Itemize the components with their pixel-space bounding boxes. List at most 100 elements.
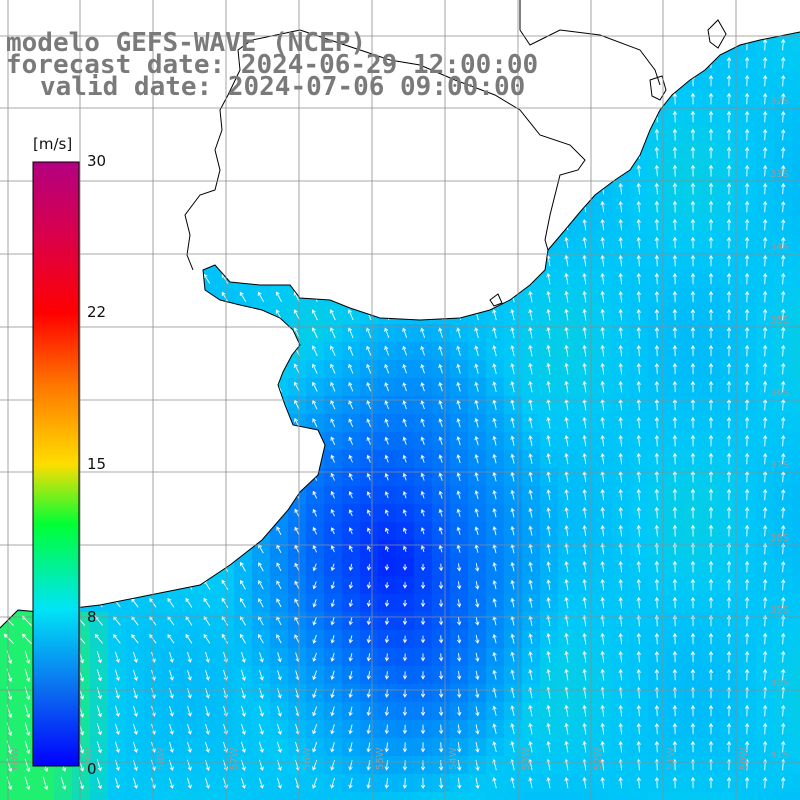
wind-arrow (690, 254, 696, 267)
wind-arrow (600, 542, 605, 555)
colorbar-tick: 0 (87, 760, 97, 778)
wind-arrow (690, 326, 696, 339)
wind-arrow (781, 632, 786, 645)
wind-arrow (690, 578, 696, 591)
wind-arrow (582, 290, 587, 303)
wind-arrow (726, 614, 732, 627)
wind-arrow (654, 434, 659, 447)
wind-arrow (726, 560, 732, 573)
wind-arrow (672, 722, 678, 735)
wind-arrow (240, 741, 246, 753)
wind-arrow (690, 380, 696, 393)
wind-arrow (60, 776, 67, 790)
wind-arrow (187, 705, 192, 717)
wind-arrow (600, 506, 605, 519)
wind-arrow (762, 632, 768, 645)
wind-arrow (744, 704, 750, 717)
field-cell (414, 792, 433, 800)
wind-arrow (618, 218, 623, 231)
wind-arrow (672, 434, 678, 447)
wind-arrow (654, 560, 659, 573)
wind-arrow (636, 434, 641, 447)
field-cell (792, 540, 800, 559)
wind-arrow (420, 490, 425, 499)
wind-arrow (546, 668, 551, 681)
field-cell (792, 126, 800, 145)
wind-arrow (348, 653, 353, 662)
wind-arrow (654, 596, 659, 609)
wind-arrow (96, 759, 102, 772)
wind-arrow (474, 508, 479, 518)
wind-arrow (600, 416, 605, 429)
wind-arrow (618, 272, 623, 285)
wind-arrow (636, 632, 641, 645)
wind-arrow (582, 507, 587, 519)
wind-arrow (475, 599, 480, 608)
wind-arrow (654, 146, 659, 159)
wind-arrow (456, 363, 461, 374)
wind-arrow (744, 182, 750, 195)
wind-arrow (726, 668, 732, 681)
wind-arrow (690, 308, 696, 321)
wind-arrow (510, 344, 515, 357)
wind-arrow (456, 381, 461, 392)
wind-arrow (167, 633, 175, 644)
wind-arrow (330, 670, 335, 681)
field-cell (774, 792, 793, 800)
field-cell (324, 792, 343, 800)
wind-arrow (654, 272, 659, 285)
wind-arrow (420, 472, 425, 481)
wind-arrow (600, 452, 605, 465)
wind-arrow (311, 363, 318, 374)
wind-arrow (726, 326, 732, 339)
wind-arrow (781, 560, 786, 573)
wind-arrow (510, 633, 515, 644)
wind-arrow (384, 564, 390, 571)
wind-arrow (492, 723, 497, 735)
wind-arrow (510, 669, 515, 680)
wind-arrow (546, 561, 551, 572)
wind-arrow (762, 362, 768, 375)
wind-arrow (654, 254, 659, 267)
wind-arrow (744, 632, 750, 645)
wind-arrow (510, 471, 515, 482)
wind-arrow (546, 362, 551, 375)
wind-arrow (636, 380, 641, 393)
wind-arrow (744, 722, 750, 735)
wind-arrow (690, 434, 696, 447)
field-cell (198, 792, 217, 800)
wind-arrow (456, 599, 462, 608)
wind-arrow (312, 724, 318, 735)
wind-arrow (294, 526, 300, 535)
wind-arrow (762, 164, 768, 177)
wind-arrow (582, 632, 587, 645)
wind-arrow (654, 776, 659, 789)
wind-arrow (600, 380, 605, 393)
wind-arrow (672, 704, 678, 717)
wind-arrow (187, 651, 192, 663)
wind-arrow (402, 653, 408, 662)
wind-arrow (240, 669, 246, 681)
wind-arrow (781, 200, 786, 213)
wind-arrow (312, 634, 317, 644)
wind-arrow (114, 651, 120, 664)
wind-arrow (293, 381, 300, 392)
wind-arrow (438, 599, 444, 608)
wind-arrow (564, 507, 569, 519)
wind-arrow (276, 741, 282, 753)
wind-arrow (456, 635, 462, 644)
wind-arrow (726, 56, 732, 69)
wind-arrow (762, 110, 768, 123)
wind-arrow (708, 614, 714, 627)
wind-arrow (636, 182, 641, 195)
wind-arrow (618, 560, 623, 573)
wind-arrow (402, 382, 407, 392)
wind-arrow (708, 668, 714, 681)
wind-arrow (546, 597, 551, 609)
wind-arrow (636, 362, 641, 375)
wind-arrow (96, 651, 102, 664)
wind-arrow (239, 579, 246, 590)
wind-arrow (762, 704, 768, 717)
wind-arrow (330, 454, 336, 463)
wind-arrow (708, 704, 714, 717)
